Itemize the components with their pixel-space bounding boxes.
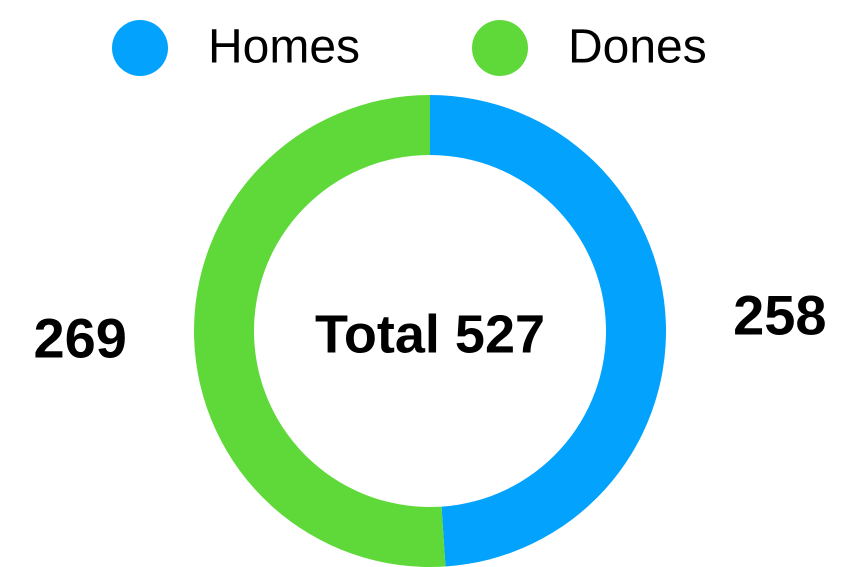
value-label: 269 [33, 306, 126, 369]
donut-segment [194, 95, 446, 567]
legend-swatch [112, 20, 168, 76]
center-label: Total 527 [315, 304, 545, 364]
value-label: 258 [733, 283, 826, 346]
legend-label: Dones [568, 21, 707, 74]
legend-swatch [472, 20, 528, 76]
donut-segment [430, 95, 666, 567]
legend-label: Homes [208, 21, 360, 74]
